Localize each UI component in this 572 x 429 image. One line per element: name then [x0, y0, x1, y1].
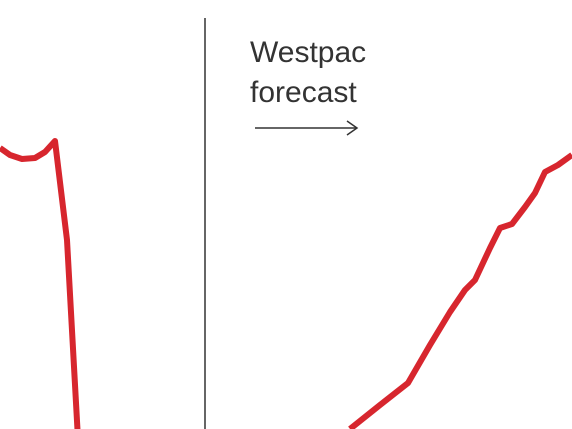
annotation: Westpac forecast	[250, 36, 367, 109]
data-line	[0, 138, 572, 429]
arrow	[255, 120, 359, 136]
